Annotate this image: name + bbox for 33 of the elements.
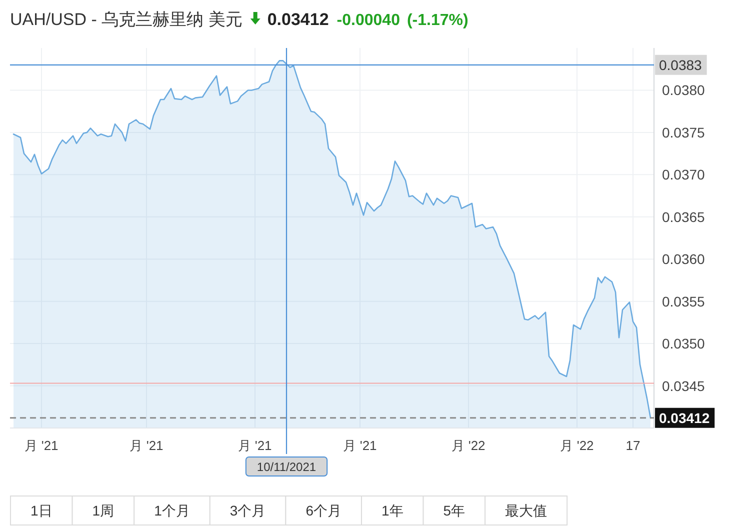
button: 1日: [10, 496, 73, 526]
x-tick-label: 月 '22: [560, 438, 594, 453]
x-tick-label: 月 '22: [452, 438, 486, 453]
ref-line-label: 10/11/2021: [256, 460, 316, 474]
y-tick-label: 0.0375: [662, 124, 706, 140]
text: -0.00040: [336, 12, 400, 29]
y-tick-label: 0.0370: [662, 166, 706, 183]
x-tick-label: 月 '21: [24, 438, 58, 453]
ref-label: 10/11/2021: [245, 456, 328, 476]
y-tick-label: 0.0365: [662, 208, 706, 225]
chart-title: UAH/USD - 乌克兰赫里纳 美元: [10, 10, 242, 29]
y-tick-label: 0.0380: [662, 82, 706, 98]
button: 5年: [422, 496, 486, 526]
x-tick-label: 月 '21: [130, 438, 164, 453]
y-tick-label: 0.0355: [662, 293, 706, 310]
x-tick-label: 17: [626, 438, 640, 453]
ref-label: 0.03412: [655, 408, 715, 428]
button: 1周: [72, 496, 135, 526]
ref-line-label: 0.0383: [659, 56, 702, 73]
button: 1个月: [134, 496, 210, 526]
y-tick-label: 0.0345: [662, 378, 706, 394]
text: (-1.17%): [406, 12, 468, 29]
y-tick-label: 0.0350: [662, 336, 706, 352]
button: 6个月: [285, 496, 362, 526]
ref-line-label: 0.03412: [659, 410, 710, 426]
y-tick-label: 0.0360: [662, 251, 706, 268]
button: 最大值: [484, 496, 568, 526]
ref-label: 0.0383: [655, 54, 707, 75]
x-tick-label: 月 '21: [238, 438, 272, 453]
button: 3个月: [209, 496, 286, 526]
x-tick-label: 月 '21: [343, 438, 377, 453]
button: 1年: [360, 496, 424, 526]
text: 0.03412: [267, 10, 329, 29]
